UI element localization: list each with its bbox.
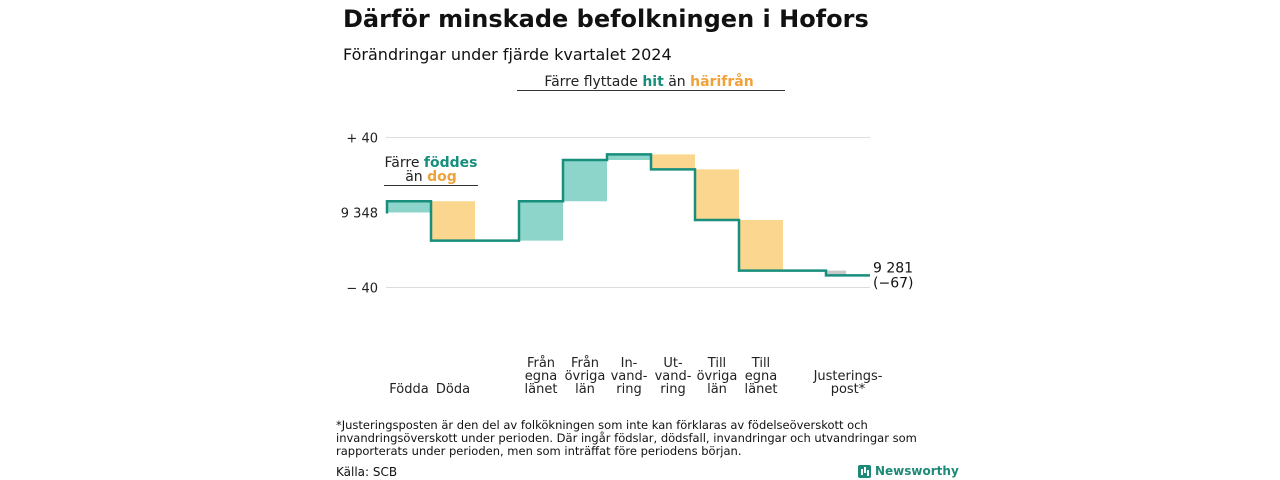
bar xyxy=(607,154,651,160)
bar xyxy=(519,201,563,241)
footnote: *Justeringsposten är den del av folkökni… xyxy=(336,418,917,458)
x-axis-label: övriga xyxy=(565,369,606,384)
x-axis-label: Ut- xyxy=(663,356,683,371)
x-axis-label: Döda xyxy=(436,382,470,397)
x-axis-label: egna xyxy=(525,369,557,384)
chart-subtitle: Förändringar under fjärde kvartalet 2024 xyxy=(343,45,672,64)
x-axis-label: egna xyxy=(745,369,777,384)
bar xyxy=(826,270,846,276)
bar xyxy=(387,201,431,213)
x-axis-label: ring xyxy=(616,382,641,397)
x-axis-label: Från xyxy=(527,356,555,371)
bar xyxy=(431,201,475,241)
bar xyxy=(739,220,783,271)
waterfall-chart: + 409 348− 409 281(−67)Födda DödaFrånegna… xyxy=(341,73,914,397)
bar xyxy=(563,160,607,202)
chart-logo-icon xyxy=(858,464,871,478)
end-value-label: 9 281 xyxy=(873,260,913,276)
x-axis-label: länet xyxy=(525,382,558,397)
y-tick-label: − 40 xyxy=(346,282,378,297)
x-axis-label: vand- xyxy=(655,369,692,384)
x-axis-label: Justerings- xyxy=(813,369,883,384)
end-change-label: (−67) xyxy=(873,275,913,291)
annotation-migration: Färre flyttade hit än härifrån xyxy=(544,73,753,90)
newsworthy-logo: Newsworthy xyxy=(858,464,959,478)
x-axis-label: vand- xyxy=(611,369,648,384)
x-axis-label: Till xyxy=(707,356,726,371)
x-axis-label: post* xyxy=(831,382,866,397)
chart-title: Därför minskade befolkningen i Hofors xyxy=(343,5,869,33)
x-axis-label: övriga xyxy=(697,369,738,384)
brand-name: Newsworthy xyxy=(875,464,959,478)
x-axis-label: ring xyxy=(660,382,685,397)
y-tick-label: 9 348 xyxy=(341,207,378,222)
annotation-deaths: än dog xyxy=(405,169,457,185)
x-axis-label: länet xyxy=(745,382,778,397)
x-axis-label: Från xyxy=(571,356,599,371)
x-axis-label: Till xyxy=(751,356,770,371)
x-axis-label: län xyxy=(575,382,595,397)
source-label: Källa: SCB xyxy=(336,465,398,479)
annotation-births: Färre föddes xyxy=(385,155,478,171)
x-axis-label: län xyxy=(707,382,727,397)
bar xyxy=(695,169,739,220)
x-axis-label: In- xyxy=(621,356,638,371)
cumulative-step-line xyxy=(385,153,870,277)
x-axis-label: Födda xyxy=(389,382,428,397)
bar xyxy=(651,154,695,170)
y-tick-label: + 40 xyxy=(346,132,378,147)
